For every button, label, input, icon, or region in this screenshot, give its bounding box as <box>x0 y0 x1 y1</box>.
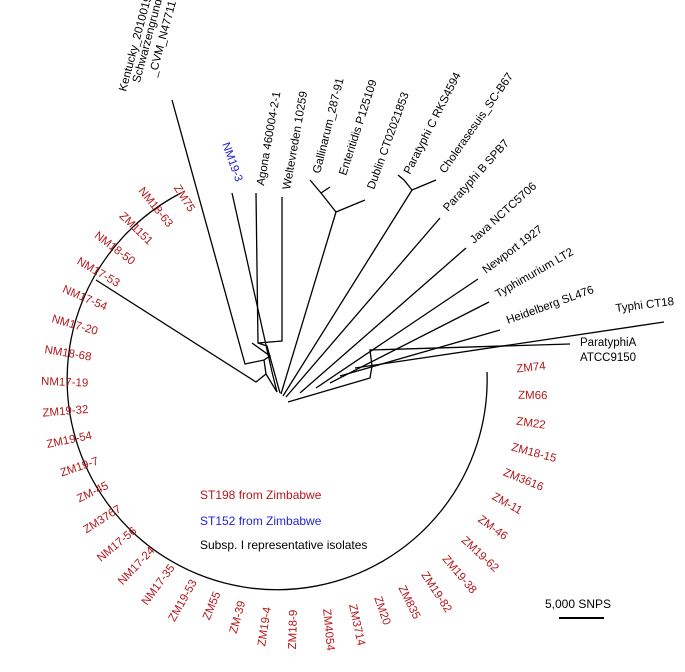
tip-label-nm19-3: NM19-3 <box>219 141 244 184</box>
tip-label-zm19-82: ZM19-82 <box>418 570 453 615</box>
tip-label-zm66: ZM66 <box>518 390 548 403</box>
legend-st198: ST198 from Zimbabwe <box>200 488 322 502</box>
tip-labels: Schwarzengrund_CVM_N47711Kentucky_201001… <box>41 0 675 652</box>
tip-label-agona: Agona 460004-2-1 <box>255 91 283 187</box>
tip-label-typhi: Typhi CT18 <box>615 296 675 315</box>
tip-label-zm1151: ZM1151 <box>117 210 155 247</box>
tip-label-nm17-19: NM17-19 <box>41 376 89 390</box>
tip-label-zm3616: ZM3616 <box>501 467 545 494</box>
tip-label-paratyphi-a-line2: ATCC9150 <box>580 352 636 364</box>
tip-label-heidelberg: Heidelberg SL476 <box>505 284 596 327</box>
tip-label-enteritidis: Enteritidis P125109 <box>337 78 379 177</box>
heidelberg-branch <box>339 329 501 377</box>
tip-label-zm19-4: ZM19-4 <box>256 606 274 648</box>
tip-label-zm20: ZM20 <box>371 595 392 627</box>
tip-label-zm19-32: ZM19-32 <box>42 404 89 420</box>
tip-label-zm3714: ZM3714 <box>346 603 367 647</box>
tip-label-nm18-50: NM18-50 <box>92 230 137 268</box>
tip-label-nm17-53: NM17-53 <box>75 256 122 290</box>
tip-label-nm17-20: NM17-20 <box>50 313 99 338</box>
scale-bar <box>559 617 604 619</box>
tip-label-zm3767: ZM3767 <box>82 503 124 536</box>
tip-label-paratyphi-a: ParatyphiA <box>580 337 637 349</box>
tip-label-zm75: ZM75 <box>171 183 197 214</box>
legend-st152: ST152 from Zimbabwe <box>200 514 322 528</box>
tip-label-zm-39: ZM-39 <box>228 600 248 635</box>
tip-label-zm-46: ZM-46 <box>476 514 510 543</box>
legend-reference: Subsp. I representative isolates <box>200 538 368 552</box>
agona-weltevreden-branch <box>255 192 283 394</box>
tip-label-zm19-62: ZM19-62 <box>459 534 501 574</box>
tip-label-nm18-63: NM18-63 <box>136 185 175 229</box>
typhi-branch <box>354 321 665 369</box>
java-branch <box>299 247 467 394</box>
tip-label-zm4054: ZM4054 <box>320 608 336 652</box>
tip-label-zm19-53: ZM19-53 <box>167 578 200 624</box>
scale-bar-label: 5,000 SNPS <box>545 597 612 611</box>
tip-label-zm22: ZM22 <box>515 416 546 432</box>
tip-label-nm17-54: NM17-54 <box>61 284 110 314</box>
tip-label-nm17-56: NM17-56 <box>95 525 139 564</box>
st198-stem-branch <box>95 279 278 393</box>
tip-label-zm74: ZM74 <box>516 360 547 375</box>
tree-branches <box>66 99 665 591</box>
st198-clade-arc <box>66 192 488 591</box>
tip-label-dublin: Dublin CT02021853 <box>366 91 412 191</box>
tip-label-zm835: ZM835 <box>396 584 423 621</box>
tip-label-nm17-35: NM17-35 <box>140 563 178 608</box>
tip-label-zm18-9: ZM18-9 <box>287 610 300 650</box>
typhimurium-branch <box>329 301 490 384</box>
tip-label-zm19-38: ZM19-38 <box>440 553 479 596</box>
paratyphi-c-group-branch <box>282 174 437 397</box>
tip-label-zm19-7: ZM19-7 <box>59 455 100 479</box>
nm19-3-branch <box>231 192 278 393</box>
paratyphi-a-branch <box>287 343 571 403</box>
tip-label-zm-11: ZM-11 <box>490 491 524 517</box>
tip-label-zm18-15: ZM18-15 <box>510 442 558 465</box>
tip-label-weltevreden: Weltevreden 10259 <box>281 90 310 190</box>
enteritidis-group-branch <box>280 179 366 395</box>
tip-label-zm55: ZM55 <box>201 590 223 622</box>
paratyphi-b-branch <box>285 217 441 398</box>
tip-label-nm17-24: NM17-24 <box>116 544 158 587</box>
newport-branch <box>315 278 479 389</box>
schwarzengrund-kentucky-branch <box>171 99 272 375</box>
tip-label-zm19-54: ZM19-54 <box>46 430 94 451</box>
